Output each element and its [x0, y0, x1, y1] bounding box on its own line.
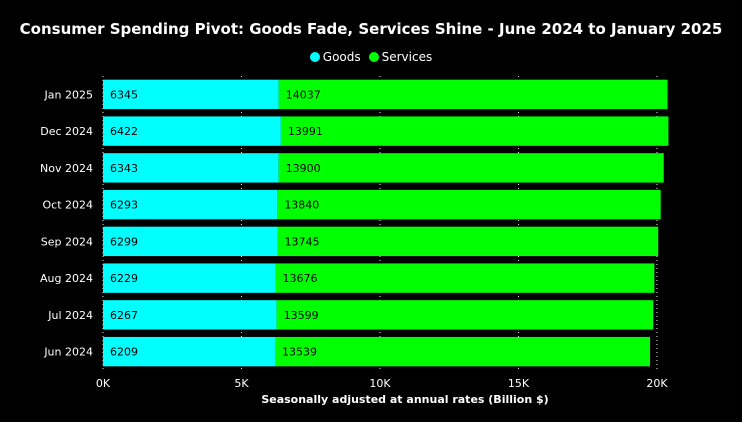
y-tick-label: Aug 2024	[40, 272, 93, 285]
y-tick-label: Dec 2024	[40, 125, 93, 138]
bar-goods[interactable]	[103, 189, 278, 220]
bar-services[interactable]	[275, 263, 655, 293]
x-tick-label: 15K	[508, 377, 530, 390]
legend-swatch-services	[368, 52, 379, 62]
data-label-goods: 6345	[110, 88, 138, 101]
legend-swatch-goods	[309, 52, 320, 62]
data-label-services: 13991	[288, 125, 323, 138]
bar-goods[interactable]	[103, 153, 279, 183]
x-axis-label: Seasonally adjusted at annual rates (Bil…	[261, 393, 549, 406]
bar-services[interactable]	[274, 336, 651, 367]
bar-services[interactable]	[278, 79, 668, 110]
bar-goods[interactable]	[103, 116, 281, 146]
y-tick-label: Sep 2024	[41, 235, 93, 248]
y-tick-label: Jan 2025	[44, 88, 93, 101]
data-label-goods: 6299	[110, 235, 138, 248]
y-tick-label: Nov 2024	[40, 162, 93, 175]
bar-goods[interactable]	[103, 79, 279, 110]
data-label-goods: 6422	[110, 125, 138, 138]
y-tick-label: Oct 2024	[42, 199, 93, 212]
bar-services[interactable]	[277, 189, 661, 220]
data-label-services: 13599	[284, 309, 319, 322]
bar-goods[interactable]	[103, 263, 276, 293]
x-tick-label: 0K	[96, 377, 111, 390]
y-tick-label: Jul 2024	[47, 309, 93, 322]
bar-services[interactable]	[277, 226, 659, 257]
legend-label-services: Services	[381, 50, 433, 64]
data-label-goods: 6293	[110, 199, 138, 212]
data-label-services: 13840	[284, 199, 319, 212]
x-tick-label: 20K	[646, 377, 668, 390]
data-label-services: 13539	[282, 346, 317, 359]
legend-item-services[interactable]: Services	[368, 50, 433, 64]
legend: Goods Services	[0, 50, 742, 64]
bar-services[interactable]	[276, 300, 654, 330]
bar-goods[interactable]	[103, 300, 277, 330]
legend-item-goods[interactable]: Goods	[309, 50, 361, 64]
legend-label-goods: Goods	[322, 50, 361, 64]
data-label-goods: 6343	[110, 162, 138, 175]
x-tick-label: 10K	[369, 377, 391, 390]
bar-services[interactable]	[280, 116, 669, 146]
data-label-goods: 6229	[110, 272, 138, 285]
data-label-services: 14037	[286, 88, 321, 101]
bar-services[interactable]	[278, 153, 664, 183]
x-tick-label: 5K	[234, 377, 249, 390]
data-label-services: 13745	[284, 235, 319, 248]
data-label-goods: 6209	[110, 346, 138, 359]
y-tick-label: Jun 2024	[43, 346, 93, 359]
bar-goods[interactable]	[103, 336, 275, 367]
chart-title: Consumer Spending Pivot: Goods Fade, Ser…	[19, 20, 723, 38]
data-label-services: 13900	[286, 162, 321, 175]
data-label-services: 13676	[283, 272, 318, 285]
bar-goods[interactable]	[103, 226, 278, 257]
data-label-goods: 6267	[110, 309, 138, 322]
